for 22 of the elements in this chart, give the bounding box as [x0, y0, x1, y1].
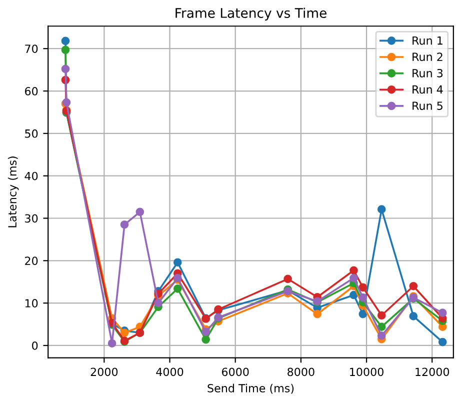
x-tick-label: 2000	[90, 368, 118, 376]
y-tick-label: 30	[25, 214, 38, 223]
y-tick-label: 40	[24, 172, 38, 180]
x-tick-label: 8000	[288, 368, 314, 376]
x-tick-label: 12000	[416, 368, 450, 376]
y-tick-label: 10	[25, 299, 38, 308]
y-tick-label: 60	[25, 86, 38, 96]
y-tick-label: 50	[25, 129, 38, 138]
legend-label: Run 3	[412, 68, 443, 78]
legend-label: Run 1	[412, 36, 442, 45]
x-tick-label: 6000	[222, 368, 249, 376]
x-axis-title: Send Time (ms)	[208, 384, 294, 394]
y-tick-label: 20	[25, 256, 38, 266]
x-tick-label: 10000	[350, 368, 384, 376]
chart-title: Frame Latency vs Time	[176, 8, 326, 21]
y-tick-label: 0	[32, 341, 38, 350]
legend-label: Run 5	[412, 102, 442, 110]
y-tick-label: 70	[25, 44, 38, 53]
x-tick-label: 4000	[156, 368, 184, 376]
legend-label: Run 2	[412, 52, 442, 62]
legend-label: Run 4	[412, 85, 443, 94]
y-axis-title: Latency (ms)	[8, 156, 19, 228]
